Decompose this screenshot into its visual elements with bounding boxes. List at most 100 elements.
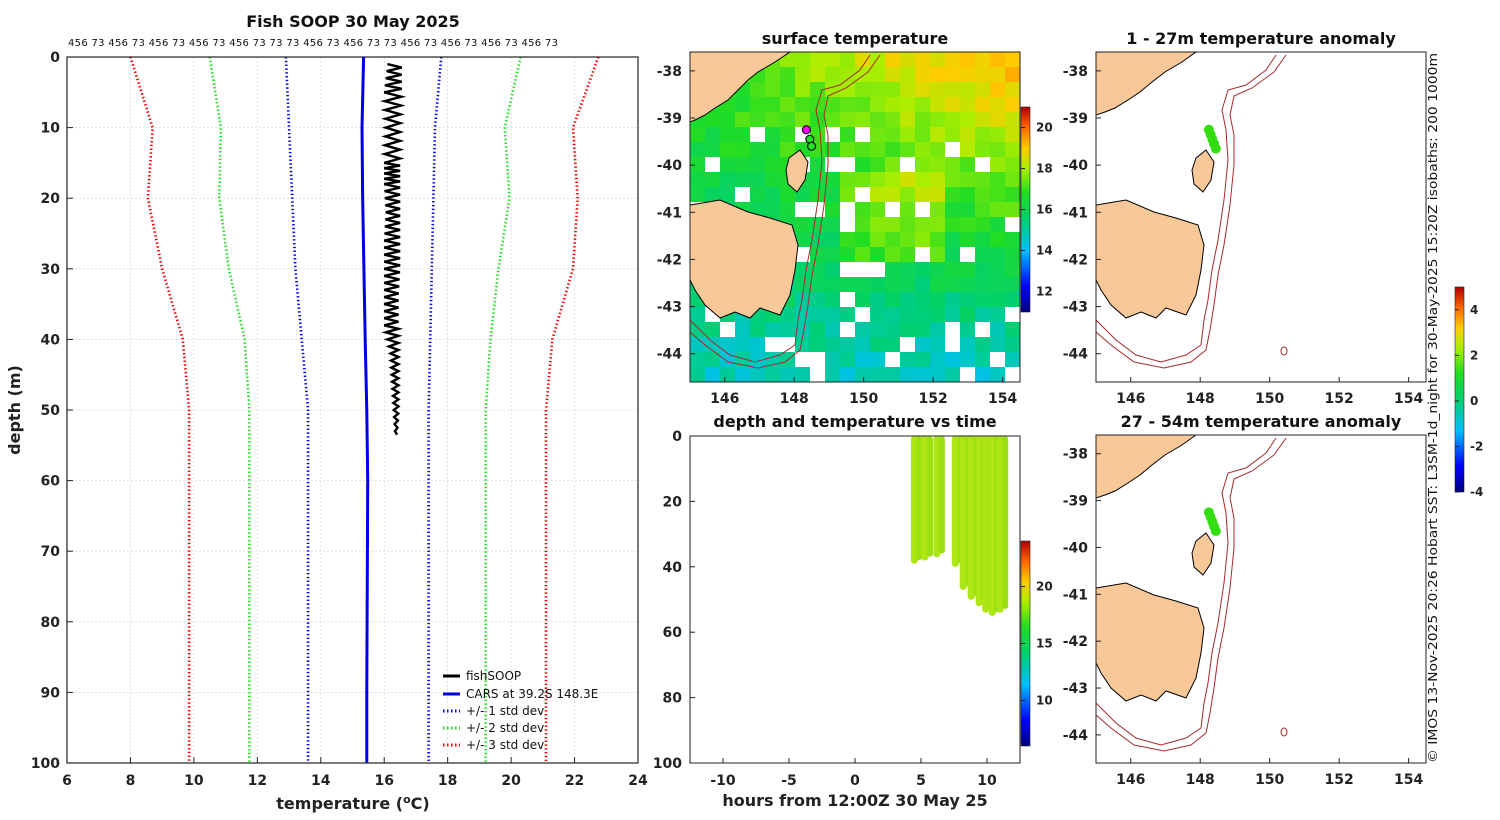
timeseries-xlabel: hours from 12:00Z 30 May 25 [722, 791, 987, 810]
surface-sst-cell [825, 172, 840, 187]
surface-sst-cell [840, 67, 855, 82]
surface-ytick-label: -43 [657, 300, 682, 316]
surface-sst-cell [780, 142, 795, 157]
surface-sst-cell [945, 232, 960, 247]
surface-sst-cell [825, 232, 840, 247]
surface-sst-cell [795, 367, 810, 382]
surface-sst-cell [930, 217, 945, 232]
surface-sst-cell [900, 112, 915, 127]
surface-sst-cell [870, 322, 885, 337]
surface-sst-cell [870, 52, 885, 67]
surface-sst-cell [810, 247, 825, 262]
surface-sst-cell [930, 202, 945, 217]
surface-sst-cell [810, 322, 825, 337]
surface-sst-cell [930, 367, 945, 382]
surface-sst-cell [780, 127, 795, 142]
surface-sst-cell [840, 232, 855, 247]
surface-sst-cell [990, 232, 1005, 247]
anomaly2-ytick-label: -44 [1063, 728, 1089, 744]
surface-sst-cell [1005, 67, 1020, 82]
surface-sst-cell [915, 67, 930, 82]
surface-sst-cell [735, 337, 750, 352]
surface-sst-cell [870, 172, 885, 187]
profile-ytick-label: 20 [41, 191, 61, 207]
surface-sst-cell [840, 112, 855, 127]
surface-sst-cell [900, 262, 915, 277]
surface-sst-cell [870, 127, 885, 142]
surface-isobath-200 [690, 54, 871, 363]
surface-sst-cell [705, 322, 720, 337]
surface-frame [689, 51, 1021, 383]
surface-sst-cell [750, 142, 765, 157]
surface-sst-cell [945, 367, 960, 382]
anomaly2-point [1210, 526, 1221, 537]
surface-sst-cell [825, 112, 840, 127]
anomaly2-xtick-label: 154 [1394, 772, 1423, 788]
surface-sst-cell [855, 337, 870, 352]
surface-sst-cell [945, 247, 960, 262]
timeseries-cb-tick-label: 10 [1036, 693, 1053, 707]
surface-sst-cell [735, 322, 750, 337]
surface-sst-cell [945, 157, 960, 172]
anomaly1-ytick-label: -43 [1063, 300, 1088, 316]
surface-sst-cell [855, 112, 870, 127]
surface-sst-cell [960, 322, 975, 337]
surface-sst-cell [720, 172, 735, 187]
surface-sst-cell [795, 82, 810, 97]
surface-sst-cell [825, 202, 840, 217]
surface-sst-cell [945, 217, 960, 232]
surface-sst-cell [1005, 157, 1020, 172]
timeseries-colorbar-ticks: 10 15 20 [1021, 580, 1053, 707]
surface-cb-tick-label: 18 [1036, 162, 1053, 176]
anomaly2-ytick-label: -43 [1063, 681, 1088, 697]
surface-sst-cell [870, 82, 885, 97]
timeseries-casts [910, 435, 1009, 617]
surface-sst-cell [975, 127, 990, 142]
surface-sst-cell [855, 322, 870, 337]
surface-sst-cell [690, 187, 705, 202]
surface-sst-cell [750, 367, 765, 382]
surface-sst-cell [795, 217, 810, 232]
surface-sst-cell [705, 337, 720, 352]
surface-sst-cell [795, 337, 810, 352]
anomaly2-xtick-label: 148 [1186, 772, 1215, 788]
profile-ytick-label: 70 [41, 544, 61, 560]
surface-track-marker [806, 141, 817, 151]
anomaly-colorbar-ticks: -4 -2 0 2 4 [1455, 303, 1483, 499]
surface-sst-cell [840, 367, 855, 382]
anomaly1-xtick-label: 154 [1394, 391, 1423, 407]
surface-sst-cell [915, 142, 930, 157]
surface-sst-cell [870, 202, 885, 217]
anomaly1-ytick-label: -38 [1063, 64, 1088, 80]
surface-sst-cell [930, 337, 945, 352]
surface-sst-cell [960, 97, 975, 112]
surface-sst-cell [990, 67, 1005, 82]
surface-sst-cell [735, 367, 750, 382]
surface-sst-cell [930, 112, 945, 127]
surface-sst-cell [840, 142, 855, 157]
surface-sst-cell [855, 202, 870, 217]
surface-sst-cell [945, 262, 960, 277]
surface-sst-cell [915, 127, 930, 142]
surface-sst-cell [885, 67, 900, 82]
surface-sst-cell [930, 232, 945, 247]
footer-credit: © IMOS 13-Nov-2025 20:26 Hobart SST: L3S… [1426, 53, 1440, 763]
anomaly1-frame [1095, 51, 1427, 383]
surface-sst-cell [960, 217, 975, 232]
surface-sst-cell [960, 307, 975, 322]
surface-sst-cell [885, 52, 900, 67]
surface-sst-cell [975, 352, 990, 367]
surface-sst-cell [885, 367, 900, 382]
anomaly2-frame [1095, 434, 1427, 764]
surface-sst-cell [810, 337, 825, 352]
anomaly-colorbar [1454, 286, 1465, 493]
surface-sst-cell [765, 367, 780, 382]
anomaly-cb-tick-label: -4 [1470, 485, 1483, 499]
surface-sst-cell [1005, 247, 1020, 262]
surface-sst-cell [915, 262, 930, 277]
surface-sst-cell [900, 367, 915, 382]
surface-sst-cell [900, 217, 915, 232]
surface-sst-cell [1005, 232, 1020, 247]
surface-sst-cell [975, 52, 990, 67]
surface-sst-cell [825, 97, 840, 112]
